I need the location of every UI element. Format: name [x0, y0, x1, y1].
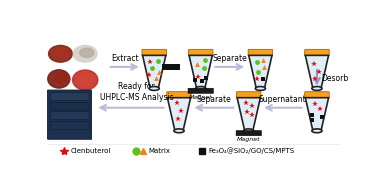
FancyBboxPatch shape: [237, 92, 261, 98]
Ellipse shape: [312, 86, 322, 90]
FancyBboxPatch shape: [248, 49, 273, 56]
Polygon shape: [249, 55, 272, 88]
FancyBboxPatch shape: [236, 131, 261, 136]
Polygon shape: [143, 55, 166, 88]
Ellipse shape: [195, 86, 206, 90]
Ellipse shape: [149, 86, 159, 90]
Ellipse shape: [244, 129, 254, 133]
Polygon shape: [189, 55, 212, 88]
Text: Separate: Separate: [213, 54, 248, 63]
Text: Matrix: Matrix: [148, 148, 170, 154]
Text: Desorb: Desorb: [321, 74, 348, 83]
Text: Magnet: Magnet: [189, 95, 212, 100]
FancyBboxPatch shape: [305, 49, 329, 56]
FancyBboxPatch shape: [142, 49, 166, 56]
Ellipse shape: [312, 129, 322, 133]
FancyBboxPatch shape: [189, 49, 213, 56]
Polygon shape: [305, 98, 328, 131]
Ellipse shape: [174, 129, 184, 133]
Text: Clenbuterol: Clenbuterol: [71, 148, 111, 154]
FancyBboxPatch shape: [305, 92, 329, 98]
FancyBboxPatch shape: [167, 92, 191, 98]
Text: Magnet: Magnet: [237, 137, 260, 142]
Text: Separate: Separate: [197, 95, 231, 104]
Text: Ready for
UHPLC-MS Analysis: Ready for UHPLC-MS Analysis: [99, 82, 173, 101]
Polygon shape: [167, 98, 191, 131]
Text: Fe₃O₄@SiO₂/GO/CS/MPTS: Fe₃O₄@SiO₂/GO/CS/MPTS: [208, 147, 294, 154]
Text: Extract: Extract: [111, 54, 139, 63]
Text: Supernatant: Supernatant: [259, 95, 307, 104]
Polygon shape: [305, 55, 328, 88]
Ellipse shape: [255, 86, 265, 90]
FancyBboxPatch shape: [188, 88, 213, 93]
Polygon shape: [237, 98, 260, 131]
